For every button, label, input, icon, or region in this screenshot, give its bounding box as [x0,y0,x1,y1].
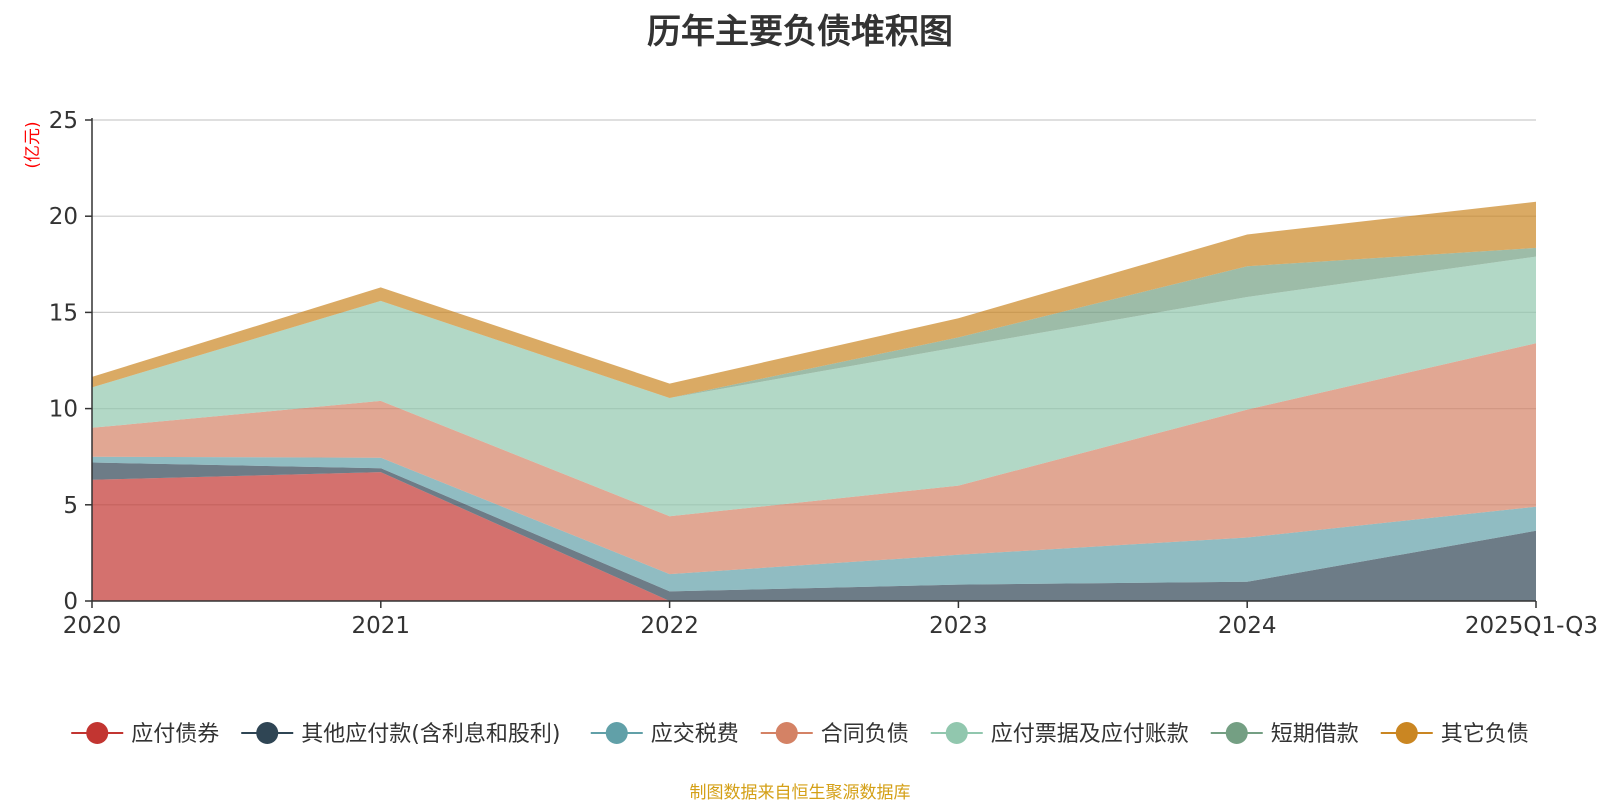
legend-item-7: 其它负债 [1380,722,1529,747]
legend-label: 短期借款 [1271,722,1359,747]
legend-label: 应付票据及应付账款 [991,722,1189,747]
legend-label: 应交税费 [651,722,739,747]
legend-label: 应付债券 [131,722,219,747]
x-tick-label: 2021 [352,613,411,639]
legend-item-5: 应付票据及应付账款 [930,722,1189,747]
y-tick-label: 25 [49,108,78,134]
y-tick-label: 10 [49,397,78,423]
legend-marker [256,722,279,744]
area-series-4 [92,343,1536,575]
legend-marker [605,722,628,744]
y-tick-label: 15 [49,300,78,326]
y-axis-label: (亿元) [23,121,43,168]
area-series-5 [92,256,1536,517]
x-tick-label: 2022 [640,613,699,639]
area-series-7 [92,201,1536,398]
legend-item-4: 合同负债 [760,722,909,747]
x-tick-label: 2024 [1218,613,1277,639]
chart-title: 历年主要负债堆积图 [647,12,953,52]
area-series-1 [92,472,1536,601]
y-tick-label: 0 [63,589,78,615]
x-tick-label: 2023 [929,613,988,639]
legend-marker [775,722,798,744]
area-series [92,201,1536,601]
x-tick-label: 2025Q1-Q3 [1465,613,1598,639]
axes: 0 5 10 15 20 25 (亿元) 2020 2021 2022 2023 2024 2025Q1… [23,108,1598,639]
legend-label: 其它负债 [1441,722,1529,747]
legend-marker [86,722,109,744]
legend-marker [945,722,968,744]
legend-item-6: 短期借款 [1210,722,1359,747]
y-tick-label: 5 [63,493,78,519]
area-series-6 [92,247,1536,398]
legend-marker [1225,722,1248,744]
legend-label: 其他应付款(含利息和股利) [301,722,560,747]
y-tick-label: 20 [49,204,78,230]
area-series-2 [92,462,1536,601]
area-series-3 [92,456,1536,592]
legend-marker [1395,722,1418,744]
x-tick-label: 2020 [63,613,122,639]
source-note: 制图数据来自恒生聚源数据库 [689,783,911,803]
legend-item-1: 应付债券 [71,722,219,747]
legend-label: 合同负债 [821,722,909,747]
legend-item-2: 其他应付款(含利息和股利) [241,722,560,747]
legend: 应付债券 其他应付款(含利息和股利) 应交税费 合同负债 应付票据及应付账款 短期借款 其它… [71,722,1529,747]
legend-item-3: 应交税费 [590,722,739,747]
